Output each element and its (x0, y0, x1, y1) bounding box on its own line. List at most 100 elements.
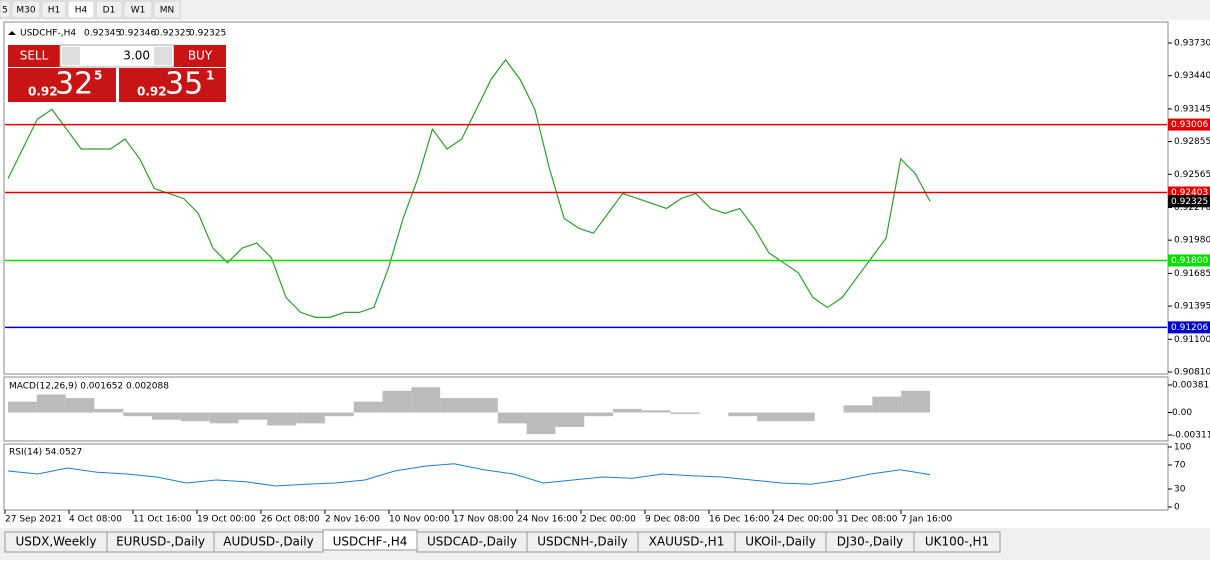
time-label: 2 Nov 16:00 (325, 515, 380, 525)
time-label: 24 Nov 16:00 (517, 515, 578, 525)
macd-bar (123, 412, 153, 417)
macd-bar (440, 398, 469, 413)
price-tick-label: 0.91980 (1174, 236, 1210, 246)
timeframe-button[interactable] (153, 0, 181, 19)
macd-bar (670, 412, 700, 414)
macd-bar (411, 387, 441, 413)
macd-bar (785, 412, 815, 422)
macd-bar (526, 412, 556, 435)
sell-small: 5 (94, 69, 102, 83)
timeframe-label: D1 (103, 6, 116, 16)
macd-bar (267, 412, 297, 426)
time-label: 16 Dec 16:00 (709, 515, 770, 525)
macd-tick-label: 0.00 (1172, 408, 1192, 418)
macd-bar (209, 412, 239, 424)
macd-bar (757, 412, 786, 422)
chart-tab-label: AUDUSD-,Daily (223, 535, 313, 549)
macd-bar (94, 408, 124, 413)
macd-tick-label: -0.003115 (1172, 431, 1210, 441)
sell-price-box[interactable] (8, 68, 116, 102)
macd-bar (382, 390, 412, 413)
timeframe-button[interactable] (0, 0, 11, 19)
time-label: 7 Jan 16:00 (901, 515, 953, 525)
rsi-tick-label: 30 (1174, 485, 1186, 495)
time-label: 10 Nov 00:00 (389, 515, 450, 525)
timeframe-button[interactable] (67, 0, 95, 19)
price-tick-label: 0.91100 (1174, 335, 1210, 345)
rsi-panel (3, 443, 1169, 511)
sell-label: SELL (20, 49, 49, 63)
sell-prefix: 0.92 (28, 85, 58, 99)
time-label: 11 Oct 16:00 (133, 515, 192, 525)
macd-bar (324, 412, 354, 417)
volume: 3.00 (123, 49, 150, 63)
rsi-tick-label: 70 (1174, 461, 1186, 471)
chart-tab-label: USDX,Weekly (16, 535, 97, 549)
sell-big: 32 (55, 67, 93, 102)
macd-bar (584, 412, 614, 417)
macd-bar (872, 396, 902, 413)
chart-tab[interactable] (913, 531, 1001, 553)
timeframe-label: H4 (75, 6, 88, 16)
macd-bar (728, 412, 758, 417)
buy-big: 35 (165, 67, 203, 102)
timeframe-button[interactable] (11, 0, 41, 19)
price-tick-label: 0.92565 (1174, 170, 1210, 180)
macd-bar (180, 412, 210, 422)
buy-button[interactable] (174, 45, 226, 67)
macd-label: MACD(12,26,9) 0.001652 0.002088 (9, 382, 169, 392)
time-label: 24 Dec 00:00 (773, 515, 834, 525)
macd-bar (555, 412, 585, 427)
timeframe-label: W1 (131, 6, 146, 16)
macd-bar (353, 401, 383, 413)
price-tick-label: 0.90810 (1174, 368, 1210, 378)
volume-down[interactable] (62, 47, 80, 65)
macd-bar (613, 408, 642, 413)
chart-tab-label: EURUSD-,Daily (116, 535, 205, 549)
symbol: USDCHF-,H4 (20, 29, 76, 39)
timeframe-button[interactable] (123, 0, 153, 19)
rsi-tick-label: 0 (1174, 503, 1180, 513)
macd-bar (36, 394, 66, 413)
collapse-icon[interactable] (8, 31, 16, 35)
level-label: 0.91206 (1171, 323, 1208, 333)
buy-prefix: 0.92 (137, 85, 167, 99)
level-label: 0.92403 (1171, 188, 1208, 198)
macd-bar (469, 398, 498, 413)
volume-up[interactable] (154, 47, 172, 65)
level-tag (1168, 118, 1210, 131)
chart-tab-label: USDCAD-,Daily (427, 535, 517, 549)
price-tick-label: 0.92270 (1174, 203, 1210, 213)
timeframe-label: H1 (48, 6, 61, 16)
timeframe-label: M30 (16, 6, 35, 16)
chart-tab-label: UK100-,H1 (925, 535, 989, 549)
macd-bar (65, 398, 95, 413)
timeframe-label: 5 (2, 6, 8, 16)
timeframe-button[interactable] (41, 0, 67, 19)
sell-button[interactable] (8, 45, 60, 67)
buy-price-box[interactable] (119, 68, 226, 102)
rsi-tick-label: 100 (1174, 443, 1191, 453)
chart-tab-label: XAUUSD-,H1 (649, 535, 725, 549)
buy-label: BUY (188, 49, 213, 63)
timeframe-button[interactable] (95, 0, 123, 19)
timeframe-label: MN (160, 6, 175, 16)
macd-bar (238, 412, 268, 420)
level-label: 0.93006 (1171, 120, 1208, 130)
price-tick-label: 0.93440 (1174, 71, 1210, 81)
macd-bar (497, 412, 527, 424)
price-tick-label: 0.92855 (1174, 137, 1210, 147)
ohlc: 0.92325 (154, 29, 191, 39)
current-price-tag (1168, 195, 1210, 208)
chart-tab-label: UKOil-,Daily (745, 535, 816, 549)
price-tick-label: 0.93730 (1174, 39, 1210, 49)
price-tick-label: 0.91685 (1174, 269, 1210, 279)
buy-small: 1 (206, 69, 214, 83)
macd-tick-label: 0.003811 (1172, 381, 1210, 391)
macd-bar (843, 405, 873, 413)
price-tick-label: 0.93145 (1174, 104, 1210, 114)
level-tag (1168, 254, 1210, 267)
chart-tab-label: USDCHF-,H4 (333, 535, 408, 549)
toolbar (0, 0, 1210, 20)
